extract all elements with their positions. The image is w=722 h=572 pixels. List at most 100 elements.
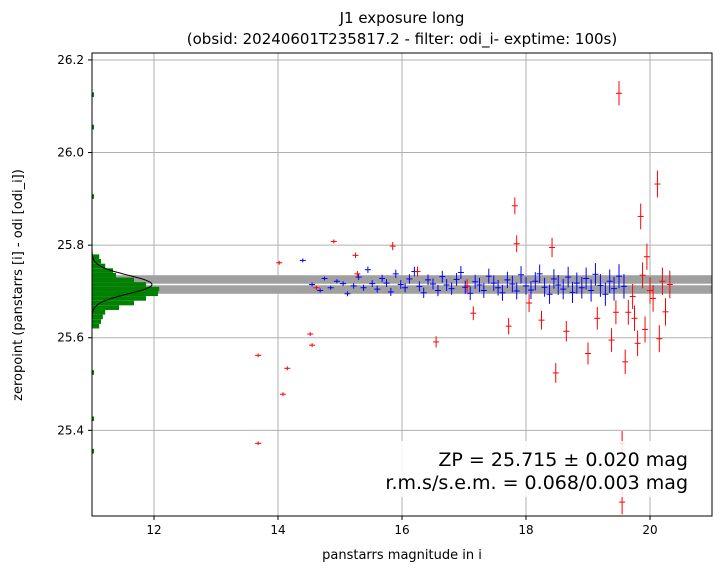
histogram-bar bbox=[92, 282, 146, 287]
rejected-star-point bbox=[526, 294, 533, 312]
used-star-point bbox=[490, 275, 497, 291]
rejected-star-point bbox=[255, 353, 262, 358]
annotation-background bbox=[348, 441, 693, 497]
rejected-star-point bbox=[505, 317, 512, 335]
used-star-point bbox=[504, 271, 511, 289]
used-star-point bbox=[369, 280, 376, 287]
used-star-point bbox=[430, 278, 436, 290]
used-star-point bbox=[485, 268, 492, 284]
rejected-star-point bbox=[634, 330, 641, 357]
rejected-star-point bbox=[643, 243, 650, 270]
used-star-point bbox=[360, 284, 367, 291]
histogram-bar bbox=[92, 323, 100, 329]
used-star-point bbox=[299, 258, 306, 263]
rejected-star-point bbox=[637, 203, 644, 230]
rejected-star-point bbox=[625, 299, 632, 325]
used-star-point bbox=[476, 277, 483, 293]
used-star-point bbox=[327, 285, 334, 290]
zeropoint-annotation: ZP = 25.715 ± 0.020 mag r.m.s/s.e.m. = 0… bbox=[348, 441, 693, 497]
rejected-star-point bbox=[414, 266, 421, 277]
rejected-star-point bbox=[662, 298, 669, 326]
histogram-bar bbox=[92, 296, 146, 301]
used-star-point bbox=[434, 284, 441, 297]
x-tick-label: 14 bbox=[270, 523, 285, 537]
rejected-star-point bbox=[538, 310, 545, 330]
y-tick-label: 25.4 bbox=[57, 423, 84, 437]
histogram-bar bbox=[92, 263, 106, 269]
rejected-star-point bbox=[511, 197, 518, 215]
used-star-point bbox=[532, 272, 539, 291]
used-star-point bbox=[309, 282, 316, 287]
rejected-star-point bbox=[513, 235, 520, 253]
chart-title: J1 exposure long bbox=[339, 9, 465, 27]
used-star-point bbox=[611, 276, 618, 301]
used-star-point bbox=[597, 273, 604, 297]
used-star-point bbox=[387, 287, 394, 296]
used-star-point bbox=[344, 291, 351, 297]
rejected-star-point bbox=[352, 252, 359, 259]
rejected-star-point bbox=[307, 332, 314, 337]
used-star-point bbox=[550, 269, 557, 289]
y-tick-label: 25.8 bbox=[57, 238, 84, 252]
used-star-point bbox=[340, 281, 347, 286]
used-star-point bbox=[350, 283, 357, 289]
used-star-point bbox=[541, 277, 548, 297]
used-star-point bbox=[565, 266, 572, 288]
histogram-bar bbox=[92, 291, 158, 297]
used-star-point bbox=[416, 281, 423, 292]
used-star-point bbox=[569, 281, 576, 303]
used-star-point bbox=[355, 274, 362, 280]
used-star-point bbox=[392, 269, 399, 279]
rejected-star-point bbox=[330, 239, 337, 244]
histogram-bar bbox=[92, 272, 116, 278]
y-tick-label: 26.2 bbox=[57, 53, 84, 67]
rejected-star-point bbox=[284, 366, 291, 371]
rejected-star-point bbox=[647, 277, 653, 304]
used-star-point bbox=[448, 282, 455, 295]
used-star-point bbox=[480, 283, 487, 298]
used-star-point bbox=[495, 279, 502, 296]
used-star-point bbox=[402, 283, 409, 293]
y-tick-label: 26.0 bbox=[57, 146, 84, 160]
used-star-point bbox=[406, 274, 413, 284]
used-star-point bbox=[397, 280, 404, 289]
y-axis-label: zeropoint (panstarrs [i] - odi [odi_i]) bbox=[11, 169, 26, 401]
used-star-point bbox=[560, 279, 567, 300]
rejected-star-point bbox=[433, 336, 440, 348]
used-star-point bbox=[509, 275, 516, 293]
used-star-point bbox=[364, 266, 371, 273]
used-star-point bbox=[420, 287, 427, 299]
used-star-point bbox=[578, 276, 585, 299]
histogram-bar bbox=[92, 370, 94, 375]
used-star-point bbox=[317, 288, 324, 293]
used-star-point bbox=[588, 279, 595, 302]
used-star-point bbox=[425, 274, 432, 286]
used-star-point bbox=[453, 273, 460, 286]
rejected-star-point bbox=[629, 283, 636, 310]
annotation-zp: ZP = 25.715 ± 0.020 mag bbox=[438, 449, 688, 471]
y-tick-label: 25.6 bbox=[57, 331, 84, 345]
rejected-star-point bbox=[616, 81, 622, 106]
used-star-point bbox=[620, 274, 627, 299]
used-star-point bbox=[499, 284, 506, 301]
rejected-star-point bbox=[656, 325, 663, 353]
histogram-bar bbox=[92, 300, 134, 306]
used-star-point bbox=[527, 281, 534, 300]
rejected-star-point bbox=[276, 260, 283, 265]
x-tick-label: 20 bbox=[642, 523, 657, 537]
used-star-point bbox=[546, 284, 553, 304]
rejected-star-point bbox=[659, 267, 666, 295]
used-star-point bbox=[457, 265, 464, 279]
zeropoint-histogram bbox=[91, 92, 160, 454]
annotation-rms: r.m.s/s.e.m. = 0.068/0.003 mag bbox=[385, 472, 688, 494]
rejected-star-point bbox=[650, 285, 657, 312]
rejected-star-point bbox=[642, 316, 649, 343]
histogram-bar bbox=[92, 309, 106, 315]
rejected-star-point bbox=[354, 271, 361, 277]
histogram-bar bbox=[92, 305, 119, 310]
x-tick-label: 12 bbox=[146, 523, 161, 537]
histogram-bar bbox=[92, 448, 94, 454]
used-star-point bbox=[513, 282, 520, 300]
used-star-point bbox=[383, 279, 390, 287]
